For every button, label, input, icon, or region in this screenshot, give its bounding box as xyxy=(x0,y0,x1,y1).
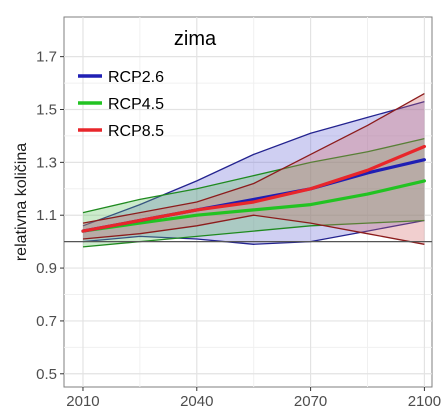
y-tick-label: 0.9 xyxy=(36,260,57,277)
band-rcp8-5-lower xyxy=(82,214,425,245)
band-rcp8-5-upper xyxy=(82,93,425,224)
x-tick-label: 2070 xyxy=(294,393,327,410)
y-axis-label: relativna količina xyxy=(13,143,30,261)
legend-label-rcp8-5: RCP8.5 xyxy=(108,123,164,140)
chart-title: zima xyxy=(174,28,217,50)
band-rcp2-6-lower xyxy=(82,219,425,245)
legend-label-rcp4-5: RCP4.5 xyxy=(108,96,164,113)
mean-lines xyxy=(81,144,426,233)
x-axis-ticks: 2010 2040 2070 2100 xyxy=(66,387,441,410)
band-rcp4-5-upper xyxy=(82,137,425,214)
x-tick-label: 2040 xyxy=(180,393,213,410)
band-rcp8-5-area xyxy=(83,93,425,245)
y-tick-label: 1.3 xyxy=(36,154,57,171)
y-tick-label: 0.5 xyxy=(36,366,57,383)
series-line-rcp4-5 xyxy=(81,179,426,233)
y-tick-label: 1.5 xyxy=(36,102,57,119)
y-tick-label: 1.1 xyxy=(36,207,57,224)
y-tick-label: 0.7 xyxy=(36,313,57,330)
band-rcp2-6-area xyxy=(83,101,425,245)
x-tick-label: 2010 xyxy=(66,393,99,410)
band-rcp2-6-upper xyxy=(82,100,425,227)
y-axis-ticks: 0.5 0.7 0.9 1.1 1.3 1.5 1.7 xyxy=(36,49,64,383)
x-tick-label: 2100 xyxy=(408,393,441,410)
series-line-rcp8-5 xyxy=(81,144,426,233)
y-tick-label: 1.7 xyxy=(36,49,57,66)
legend-label-rcp2-6: RCP2.6 xyxy=(108,69,164,86)
legend: RCP2.6 RCP4.5 RCP8.5 xyxy=(78,69,164,140)
